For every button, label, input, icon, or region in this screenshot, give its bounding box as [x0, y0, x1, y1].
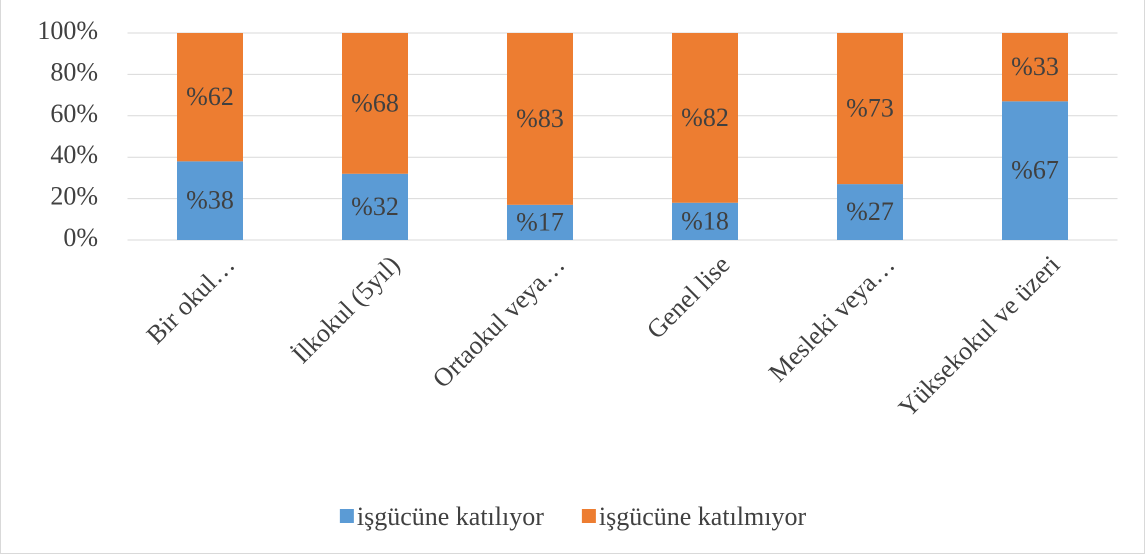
- x-tick-label: İlkokul (5yıl): [286, 250, 405, 369]
- data-label: %32: [351, 192, 399, 221]
- bar-segment: [1002, 33, 1068, 102]
- legend-label: işgücüne katılmıyor: [599, 502, 807, 531]
- x-tick-label: Yüksekokul ve üzeri: [893, 250, 1066, 423]
- legend-label: işgücüne katılıyor: [357, 502, 544, 531]
- data-label: %17: [516, 207, 564, 236]
- y-tick-label: 80%: [50, 57, 98, 86]
- data-label: %67: [1011, 156, 1059, 185]
- bar-segment: [672, 202, 738, 240]
- bar-segment: [837, 184, 903, 240]
- bar-segment: [177, 33, 243, 162]
- data-label: %82: [681, 103, 729, 132]
- data-label: %27: [846, 197, 894, 226]
- bar-segment: [507, 204, 573, 240]
- data-label: %68: [351, 88, 399, 117]
- bar-segment: [1002, 101, 1068, 240]
- x-tick-label: Genel lise: [641, 250, 736, 345]
- bar-segment: [837, 33, 903, 185]
- x-tick-label: Mesleki veya…: [763, 250, 900, 387]
- data-label: %33: [1011, 52, 1059, 81]
- data-label: %38: [186, 186, 234, 215]
- data-label: %18: [681, 206, 729, 235]
- data-label: %73: [846, 94, 894, 123]
- y-tick-label: 100%: [37, 16, 98, 45]
- y-tick-label: 40%: [50, 140, 98, 169]
- x-tick-label: Bir okul…: [141, 250, 241, 350]
- data-label: %83: [516, 104, 564, 133]
- bar-segment: [177, 161, 243, 240]
- legend-swatch: [581, 509, 596, 523]
- bar-segment: [672, 33, 738, 203]
- data-label: %62: [186, 82, 234, 111]
- bar-segment: [342, 173, 408, 240]
- y-tick-label: 20%: [50, 182, 98, 211]
- bar-segment: [342, 33, 408, 174]
- bar-segment: [507, 33, 573, 205]
- legend-swatch: [339, 509, 354, 523]
- y-tick-label: 0%: [63, 223, 98, 252]
- y-tick-label: 60%: [50, 99, 98, 128]
- x-tick-label: Ortaokul veya…: [427, 250, 571, 394]
